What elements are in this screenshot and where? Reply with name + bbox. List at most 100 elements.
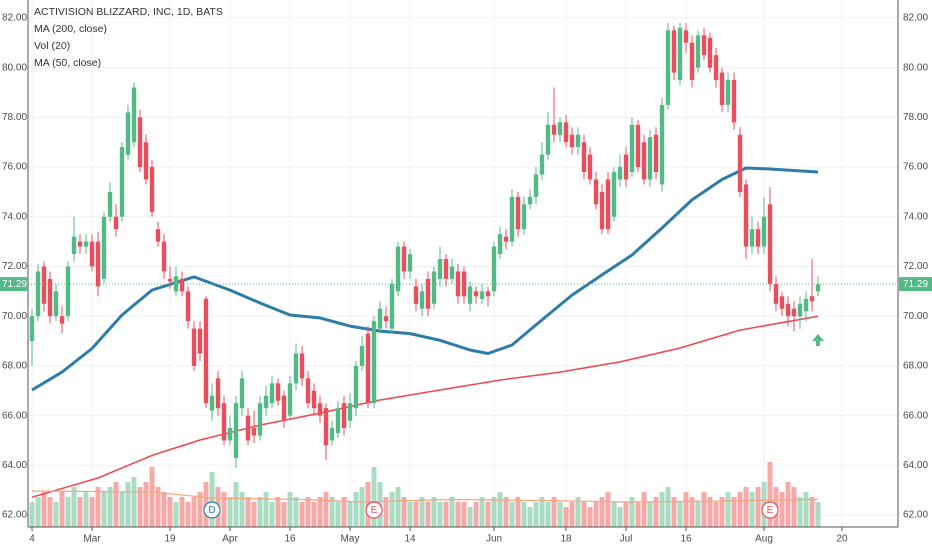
volume-bar <box>605 492 611 527</box>
candle-body <box>185 291 191 322</box>
volume-bar <box>743 487 749 527</box>
grid <box>28 0 898 527</box>
last-price-label: 71.29 <box>2 279 27 290</box>
volume-bar <box>593 502 599 527</box>
candle-body <box>797 303 803 317</box>
volume-bar <box>659 492 665 527</box>
volume-bar <box>497 492 503 527</box>
candle-body <box>149 167 155 212</box>
volume-bar <box>707 497 713 527</box>
x-tick-label: Jun <box>486 534 502 545</box>
candle-body <box>689 42 695 81</box>
volume-bar <box>647 502 653 527</box>
candle-body <box>371 321 377 404</box>
volume-bar <box>35 497 41 527</box>
volume-bar <box>575 497 581 527</box>
candle-body <box>329 428 335 441</box>
last-price-label: 71.29 <box>903 279 928 290</box>
candle-body <box>635 124 641 168</box>
volume-bar <box>65 497 71 527</box>
volume-bar <box>767 462 773 527</box>
candle-body <box>815 284 821 292</box>
volume-bar <box>701 492 707 527</box>
volume-bar <box>335 502 341 527</box>
y2-tick-label: 80.00 <box>903 62 928 73</box>
candle-body <box>479 291 485 299</box>
candle-body <box>233 403 239 458</box>
y-tick-label: 70.00 <box>2 311 27 322</box>
volume-bar <box>395 487 401 527</box>
volume-bar <box>245 497 251 527</box>
candle-body <box>53 291 59 317</box>
candle-body <box>779 296 785 309</box>
y-tick-label: 76.00 <box>2 162 27 173</box>
candle-body <box>269 383 275 404</box>
volume-bar <box>413 502 419 527</box>
volume-bar <box>317 497 323 527</box>
candle-body <box>383 316 389 322</box>
candle-body <box>701 35 707 56</box>
candle-body <box>533 174 539 197</box>
volume-bar <box>101 492 107 527</box>
volume-bar <box>185 502 191 527</box>
y2-tick-label: 76.00 <box>903 162 928 173</box>
x-tick-label: May <box>341 534 360 545</box>
candle-body <box>95 241 101 287</box>
y-tick-label: 62.00 <box>2 510 27 521</box>
volume-bar <box>719 497 725 527</box>
candle-body <box>65 266 71 317</box>
volume-bar <box>437 502 443 527</box>
candle-body <box>647 137 653 180</box>
event-marker <box>203 501 221 519</box>
candle-body <box>161 241 167 272</box>
volume-bar <box>53 502 59 527</box>
event-label: D <box>208 505 215 516</box>
candle-body <box>155 229 161 242</box>
candle-body <box>659 104 665 185</box>
candle-body <box>575 134 581 148</box>
y-tick-label: 74.00 <box>2 211 27 222</box>
volume-bar <box>173 502 179 527</box>
volume-bar <box>107 487 113 527</box>
volume-bar <box>581 502 587 527</box>
volume-bar <box>293 497 299 527</box>
signal-arrow <box>812 334 824 346</box>
candle-body <box>671 30 677 73</box>
legend: ACTIVISION BLIZZARD, INC, 1D, BATS MA (2… <box>34 6 223 69</box>
volume-bar <box>527 507 533 527</box>
y2-tick-label: 64.00 <box>903 460 928 471</box>
volume-bar <box>59 492 65 527</box>
volume-bar <box>119 492 125 527</box>
volume-bar <box>443 502 449 527</box>
candle-body <box>41 266 47 304</box>
legend-entry: MA (200, close) <box>34 23 107 35</box>
volume-bar <box>281 502 287 527</box>
candle-body <box>359 346 365 366</box>
volume-bar <box>149 467 155 527</box>
legend-entry: MA (50, close) <box>34 57 101 69</box>
y2-tick-label: 70.00 <box>903 311 928 322</box>
volume-bar <box>323 492 329 527</box>
volume-bar <box>389 492 395 527</box>
event-marker <box>761 501 779 519</box>
volume-bar <box>167 497 173 527</box>
volume-bar <box>533 502 539 527</box>
volume-bar <box>305 497 311 527</box>
candle-body <box>497 234 503 255</box>
volume-bar <box>779 492 785 527</box>
volume-bar <box>785 482 791 527</box>
volume-bar <box>209 472 215 527</box>
candle-body <box>83 241 89 247</box>
volume-bar <box>749 492 755 527</box>
volume-bar <box>515 497 521 527</box>
candle-body <box>743 184 749 247</box>
candle-body <box>281 395 287 421</box>
volume-bar <box>137 487 143 527</box>
candle-body <box>215 378 221 409</box>
candle-body <box>557 122 563 135</box>
y2-tick-label: 82.00 <box>903 13 928 24</box>
candle-body <box>377 308 383 329</box>
volume-bar <box>113 482 119 527</box>
volume-bar <box>287 492 293 527</box>
